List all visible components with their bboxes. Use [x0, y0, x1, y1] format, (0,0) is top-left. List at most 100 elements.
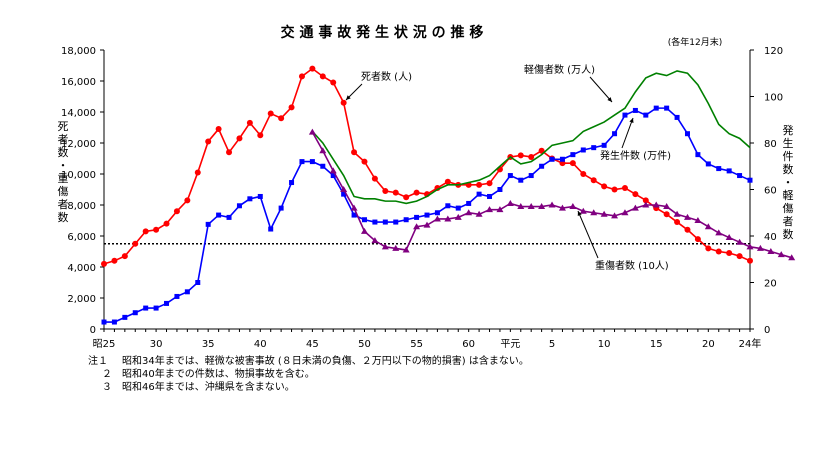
x-tick-label: 40 — [254, 339, 267, 350]
data-point — [143, 305, 149, 311]
data-point — [111, 257, 118, 264]
data-point — [173, 208, 180, 215]
series-2 — [101, 105, 753, 325]
data-point — [247, 196, 253, 202]
data-point — [371, 175, 378, 182]
right-tick-label: 60 — [764, 186, 777, 197]
data-point — [726, 250, 733, 257]
data-point — [684, 131, 690, 137]
data-point — [486, 206, 494, 213]
x-tick-label: 24年 — [739, 337, 762, 350]
data-point — [111, 319, 117, 325]
axis-title-char: 数 — [58, 146, 69, 159]
arrow-minor-injuries — [589, 76, 613, 103]
data-point — [590, 209, 598, 216]
data-point — [539, 163, 545, 169]
data-point — [153, 305, 159, 311]
data-point — [246, 119, 253, 126]
data-point — [726, 168, 732, 174]
data-point — [423, 221, 431, 228]
right-tick-label: 0 — [764, 325, 770, 336]
data-point — [195, 280, 201, 285]
data-point — [694, 236, 701, 243]
footnote-2-text: 昭和40年までの件数は、物損事故を含む。 — [122, 369, 315, 380]
footnote-1-num: 注１ — [88, 356, 108, 367]
data-point — [569, 203, 577, 210]
axis-title-char: 死 — [58, 120, 69, 133]
data-point — [569, 160, 576, 167]
data-point — [517, 203, 525, 210]
data-point — [548, 201, 556, 208]
x-tick-label: 55 — [410, 339, 423, 350]
data-point — [309, 159, 315, 165]
data-point — [226, 149, 233, 156]
footnote-2-num: ２ — [102, 369, 112, 380]
data-point — [329, 167, 337, 174]
data-point — [756, 244, 764, 251]
data-point — [184, 197, 191, 204]
data-point — [444, 215, 452, 222]
data-point — [361, 158, 368, 165]
x-tick-label: 20 — [702, 339, 715, 350]
axes: 0 2,000 4,000 6,000 8,000 10,000 12,000 14,000 1… — [58, 46, 794, 350]
data-point — [216, 212, 222, 218]
data-point — [664, 105, 670, 111]
x-tick-label: 45 — [306, 339, 319, 350]
data-point — [215, 126, 222, 133]
data-point — [413, 189, 420, 196]
left-tick-label: 2,000 — [67, 294, 96, 305]
footnote-3-text: 昭和46年までは、沖縄県を含まない。 — [122, 382, 295, 393]
series-1 — [311, 70, 751, 205]
chart-title: 交 通 事 故 発 生 状 況 の 推 移 — [281, 24, 484, 41]
axis-title-char: 数 — [58, 211, 69, 224]
left-tick-label: 12,000 — [61, 139, 96, 150]
data-point — [101, 260, 107, 267]
data-point — [360, 227, 368, 234]
arrow-serious-injuries — [577, 210, 599, 259]
axis-title-char: 傷 — [783, 201, 794, 215]
right-tick-label: 120 — [764, 46, 783, 57]
data-point — [486, 180, 493, 187]
footnote-3: ３ 昭和46年までは、沖縄県を含まない。 — [88, 381, 529, 394]
axis-title-char: 傷 — [58, 184, 69, 198]
data-point — [476, 181, 483, 188]
data-point — [288, 104, 295, 111]
data-point — [704, 223, 712, 230]
axis-title-char: 数 — [783, 228, 794, 241]
data-point — [684, 226, 691, 233]
x-tick-label: 35 — [202, 339, 215, 350]
data-point — [777, 251, 785, 258]
data-point — [433, 215, 441, 222]
right-tick-label: 40 — [764, 232, 777, 243]
data-point — [580, 171, 587, 177]
right-axis-title: 発生件数・軽傷者数 — [783, 123, 794, 241]
data-point — [632, 191, 639, 198]
data-point — [747, 257, 753, 264]
label-minor-injuries: 軽傷者数 (万人) — [524, 63, 595, 76]
data-point — [308, 128, 316, 135]
data-point — [601, 142, 607, 148]
footnote-1: 注１ 昭和34年までは、軽微な被害事故 (８日未満の負傷、２万円以下の物的損害) … — [88, 355, 529, 368]
data-point — [101, 319, 107, 325]
axis-title-char: ・ — [58, 159, 69, 172]
data-point — [121, 253, 128, 260]
data-point — [570, 152, 576, 158]
left-tick-label: 18,000 — [61, 46, 96, 57]
data-point — [549, 156, 555, 162]
series-line — [311, 131, 792, 259]
data-point — [527, 203, 535, 210]
data-point — [445, 203, 451, 209]
data-point — [528, 153, 535, 160]
data-point — [683, 213, 691, 220]
axis-title-char: 数 — [783, 163, 794, 176]
data-point — [434, 210, 440, 216]
data-point — [330, 173, 336, 179]
left-tick-label: 8,000 — [67, 201, 96, 212]
x-tick-label: 平元 — [500, 339, 520, 350]
data-point — [746, 243, 754, 250]
data-point — [340, 186, 348, 192]
data-point — [621, 184, 628, 191]
data-point — [267, 110, 274, 117]
axis-title-char: 発 — [783, 123, 794, 137]
chart-subtitle: (各年12月末) — [668, 36, 722, 48]
